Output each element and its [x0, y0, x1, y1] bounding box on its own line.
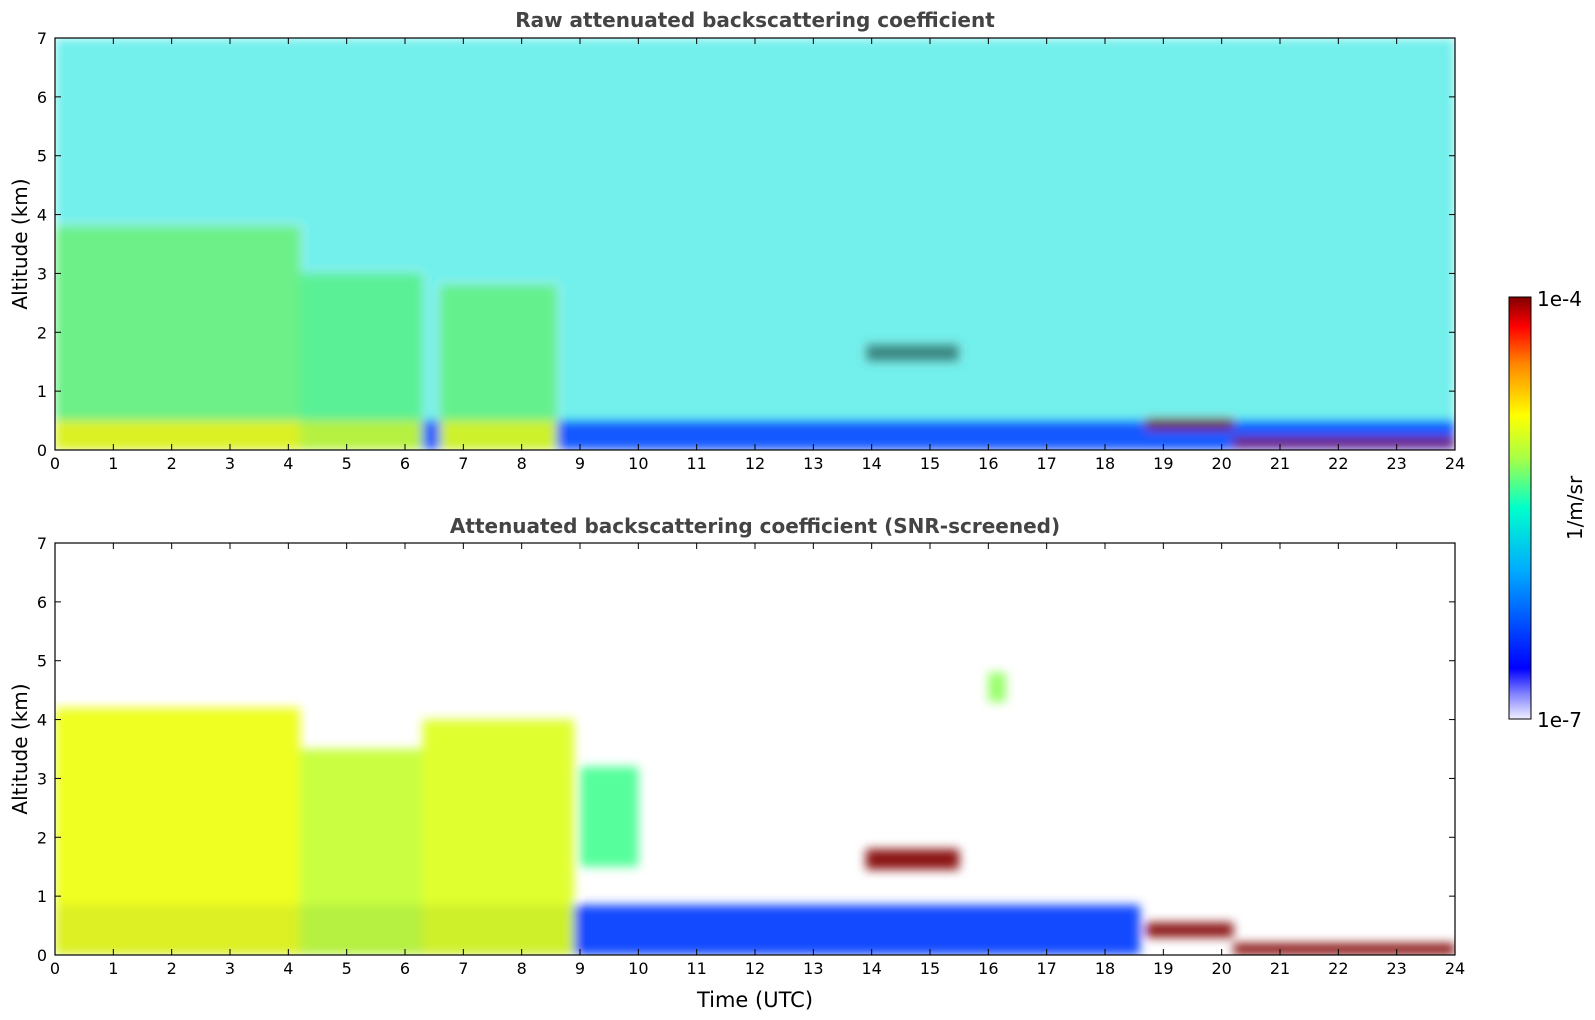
feature-cloud-7 — [1145, 922, 1234, 938]
y-tick-label: 0 — [37, 946, 47, 965]
x-tick-label: 0 — [50, 454, 60, 473]
x-tick-label: 21 — [1270, 959, 1290, 978]
x-tick-label: 5 — [342, 454, 352, 473]
raw-panel-title: Raw attenuated backscattering coefficien… — [515, 8, 995, 32]
x-tick-label: 9 — [575, 454, 585, 473]
x-tick-label: 5 — [342, 959, 352, 978]
x-tick-label: 19 — [1153, 454, 1173, 473]
y-tick-label: 5 — [37, 652, 47, 671]
x-tick-label: 20 — [1211, 454, 1231, 473]
feature-cloud-6 — [865, 849, 960, 870]
x-tick-label: 13 — [803, 454, 823, 473]
y-tick-label: 0 — [37, 441, 47, 460]
y-tick-label: 7 — [37, 534, 47, 553]
y-tick-label: 4 — [37, 711, 47, 730]
x-tick-label: 19 — [1153, 959, 1173, 978]
feature-cloud-6 — [1233, 438, 1455, 448]
x-tick-label: 4 — [283, 454, 293, 473]
x-tick-label: 15 — [920, 959, 940, 978]
x-tick-label: 24 — [1445, 454, 1465, 473]
x-tick-label: 17 — [1036, 454, 1056, 473]
x-tick-label: 2 — [167, 454, 177, 473]
screened-heatmap — [55, 672, 1455, 955]
screened-panel-title: Attenuated backscattering coefficient (S… — [450, 514, 1060, 538]
x-tick-label: 13 — [803, 959, 823, 978]
x-tick-label: 14 — [861, 959, 881, 978]
x-tick-label: 16 — [978, 959, 998, 978]
colorbar: 1e-4 1e-7 1/m/sr — [1508, 287, 1587, 732]
y-tick-label: 6 — [37, 88, 47, 107]
x-tick-label: 17 — [1036, 959, 1056, 978]
x-tick-label: 6 — [400, 454, 410, 473]
feature-aerosol-plume-2 — [300, 749, 423, 955]
feature-aerosol-plume-1 — [55, 707, 300, 955]
x-tick-label: 14 — [861, 454, 881, 473]
screened-axis-ticks: 0 1 2 3 4 5 6 7 8 9 10 11 12 13 14 15 16 17 18 19 20 21 22 23 24… — [37, 534, 1465, 978]
feature-cloud-8 — [1233, 943, 1455, 955]
x-tick-label: 21 — [1270, 454, 1290, 473]
raw-axis-ticks: 0 1 2 3 4 5 6 7 8 9 10 11 12 13 14 15 16 17 18 19 20 21 22 23 24… — [37, 29, 1465, 473]
x-tick-label: 12 — [745, 959, 765, 978]
x-tick-label: 3 — [225, 959, 235, 978]
x-axis-label: Time (UTC) — [696, 988, 813, 1012]
x-tick-label: 11 — [686, 454, 706, 473]
y-tick-label: 7 — [37, 29, 47, 48]
raw-panel: Raw attenuated backscattering coefficien… — [8, 8, 1465, 473]
x-tick-label: 22 — [1328, 959, 1348, 978]
colorbar-max-label: 1e-4 — [1537, 287, 1582, 311]
screened-y-axis-label: Altitude (km) — [8, 683, 32, 814]
y-tick-label: 2 — [37, 828, 47, 847]
x-tick-label: 24 — [1445, 959, 1465, 978]
feature-cloud-5 — [1145, 417, 1234, 430]
x-tick-label: 6 — [400, 959, 410, 978]
y-tick-label: 3 — [37, 769, 47, 788]
x-tick-label: 9 — [575, 959, 585, 978]
feature-aerosol-plume-3 — [422, 719, 575, 955]
x-tick-label: 3 — [225, 454, 235, 473]
x-tick-label: 10 — [628, 454, 648, 473]
feature-noise-free-troposphere-7 — [55, 38, 1455, 421]
x-tick-label: 18 — [1095, 454, 1115, 473]
x-tick-label: 11 — [686, 959, 706, 978]
feature-aerosol-patch-5 — [988, 672, 1006, 702]
x-tick-label: 8 — [517, 454, 527, 473]
raw-y-axis-label: Altitude (km) — [8, 178, 32, 309]
x-tick-label: 23 — [1386, 454, 1406, 473]
colorbar-unit-label: 1/m/sr — [1563, 475, 1587, 540]
x-tick-label: 22 — [1328, 454, 1348, 473]
screened-panel: Attenuated backscattering coefficient (S… — [8, 514, 1465, 1012]
x-tick-label: 15 — [920, 454, 940, 473]
x-tick-label: 7 — [458, 454, 468, 473]
y-tick-label: 6 — [37, 593, 47, 612]
x-tick-label: 12 — [745, 454, 765, 473]
x-tick-label: 7 — [458, 959, 468, 978]
x-tick-label: 1 — [108, 959, 118, 978]
x-tick-label: 23 — [1386, 959, 1406, 978]
y-tick-label: 3 — [37, 264, 47, 283]
x-tick-label: 18 — [1095, 959, 1115, 978]
y-tick-label: 1 — [37, 887, 47, 906]
x-tick-label: 8 — [517, 959, 527, 978]
y-tick-label: 4 — [37, 206, 47, 225]
x-tick-label: 16 — [978, 454, 998, 473]
raw-heatmap — [55, 38, 1455, 450]
x-tick-label: 20 — [1211, 959, 1231, 978]
y-tick-label: 1 — [37, 382, 47, 401]
y-tick-label: 5 — [37, 147, 47, 166]
x-tick-label: 4 — [283, 959, 293, 978]
feature-aerosol-patch-4 — [580, 766, 639, 867]
x-tick-label: 10 — [628, 959, 648, 978]
x-tick-label: 0 — [50, 959, 60, 978]
x-tick-label: 1 — [108, 454, 118, 473]
x-tick-label: 2 — [167, 959, 177, 978]
colorbar-min-label: 1e-7 — [1537, 708, 1582, 732]
y-tick-label: 2 — [37, 323, 47, 342]
colorbar-gradient — [1508, 296, 1532, 720]
